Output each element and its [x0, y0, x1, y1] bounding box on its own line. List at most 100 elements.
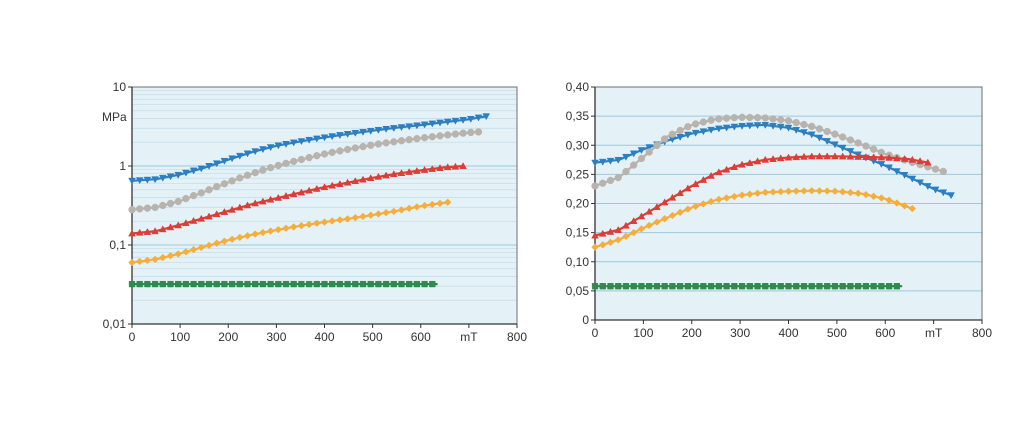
data-point-grey [236, 174, 244, 182]
data-point-grey [815, 125, 824, 133]
data-point-grey [614, 174, 622, 182]
data-point-orange [746, 190, 754, 198]
data-point-orange [205, 241, 213, 250]
data-point-orange [792, 187, 800, 195]
data-point-red [622, 221, 630, 229]
data-point-grey [182, 195, 190, 203]
data-point-orange [251, 230, 259, 238]
data-point-grey [637, 154, 646, 163]
data-point-red [166, 223, 175, 231]
data-point-green [290, 280, 297, 288]
data-point-grey [359, 143, 367, 151]
data-point-orange [606, 238, 615, 247]
data-point-green [824, 283, 831, 290]
data-point-green [599, 283, 606, 290]
data-point-red [128, 229, 136, 237]
data-point-green [167, 280, 174, 288]
data-point-green [878, 283, 885, 290]
data-point-orange [328, 217, 336, 225]
data-point-blue [189, 167, 198, 175]
data-point-red [668, 193, 677, 201]
y-tick-label: 0,40 [566, 80, 590, 94]
data-point-green [252, 280, 259, 288]
data-point-red [312, 184, 321, 192]
data-point-red [405, 168, 414, 175]
data-point-orange [243, 231, 252, 240]
data-point-orange [182, 248, 190, 256]
data-point-green [607, 283, 614, 290]
data-point-grey [459, 129, 467, 137]
data-point-red [900, 154, 909, 162]
chart-1: 10 1 0,1 0,01 MPa 0 100 200 300 400 500 600 mT 800 [102, 80, 527, 344]
x-tick-label: 200 [218, 330, 238, 344]
data-point-orange [305, 220, 313, 229]
data-point-grey [197, 189, 205, 197]
data-point-orange [807, 186, 816, 195]
data-point-blue [838, 144, 847, 152]
data-point-orange [212, 239, 221, 247]
data-point-red [684, 184, 692, 192]
data-point-blue [274, 142, 283, 150]
data-point-grey [297, 155, 306, 164]
data-point-orange [846, 188, 855, 197]
data-point-green [738, 283, 746, 290]
data-point-green [692, 283, 699, 290]
data-point-grey [622, 168, 630, 176]
data-point-blue [877, 161, 886, 168]
data-point-grey [606, 176, 615, 184]
data-point-blue [166, 173, 175, 181]
data-point-green [144, 280, 151, 288]
data-point-red [776, 154, 785, 162]
data-point-green [375, 280, 382, 288]
data-point-grey [730, 114, 738, 122]
data-point-orange [653, 218, 661, 226]
data-point-grey [428, 133, 436, 141]
data-point-orange [900, 202, 909, 210]
data-point-grey [854, 139, 862, 147]
data-point-grey [436, 132, 444, 140]
data-point-blue [745, 122, 754, 130]
data-point-red [366, 174, 375, 182]
data-point-orange [637, 225, 646, 233]
data-point-grey [877, 148, 886, 156]
x-tick-label: 0 [592, 326, 599, 340]
data-point-blue [389, 125, 398, 132]
data-point-blue [715, 125, 723, 133]
data-point-red [428, 165, 437, 172]
data-point-blue [916, 179, 924, 187]
data-point-red [645, 207, 654, 215]
data-point-blue [451, 117, 460, 125]
data-point-blue [923, 183, 932, 191]
x-axis-label: mT [925, 326, 943, 340]
data-point-blue [312, 135, 321, 143]
data-point-red [877, 153, 886, 161]
data-point-blue [606, 157, 615, 165]
data-point-green [329, 280, 336, 288]
data-point-green [622, 283, 630, 290]
data-point-orange [707, 197, 715, 206]
y-tick-label: 1 [119, 159, 126, 173]
data-point-red [305, 186, 313, 194]
data-point-red [653, 203, 661, 210]
data-point-grey [691, 120, 700, 128]
data-point-blue [382, 126, 390, 133]
data-point-blue [730, 123, 739, 131]
data-point-blue [908, 175, 917, 183]
series-orange [591, 186, 917, 251]
data-point-red [389, 170, 398, 178]
data-point-orange [228, 235, 236, 244]
data-point-grey [444, 131, 452, 139]
data-point-green [406, 280, 413, 288]
data-point-green [305, 280, 313, 288]
data-point-blue [947, 192, 955, 200]
data-point-grey [282, 159, 290, 167]
data-point-orange [274, 225, 283, 234]
y-tick-label: 0,05 [566, 284, 590, 298]
data-point-grey [707, 116, 715, 124]
data-point-blue [784, 124, 793, 132]
data-point-red [923, 158, 932, 166]
data-point-grey [808, 122, 816, 130]
data-point-red [266, 195, 275, 203]
data-point-blue [622, 153, 630, 161]
data-point-blue [282, 141, 290, 148]
